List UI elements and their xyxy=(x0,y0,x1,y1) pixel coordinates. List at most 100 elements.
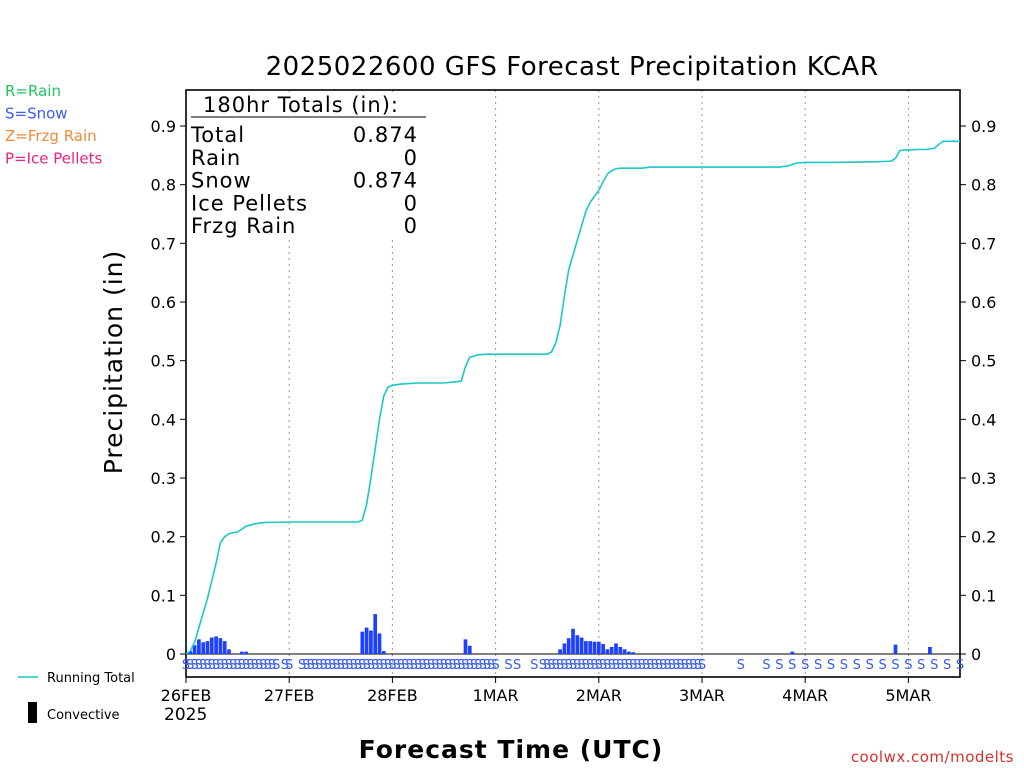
precip-type-code: S xyxy=(203,658,211,673)
x-tick-label: 3MAR xyxy=(679,686,725,705)
convective-bar xyxy=(205,641,210,654)
precip-type-code: S xyxy=(775,658,783,673)
precip-type-code: S xyxy=(302,658,310,673)
precip-type-code: S xyxy=(401,658,409,673)
precip-type-code: S xyxy=(341,658,349,673)
precip-type-code: S xyxy=(182,658,190,673)
y-axis-label: Precipitation (in) xyxy=(99,250,128,475)
y-axis-ticks: 0 00.1 0.10.2 0.20.3 0.30.4 0.40.5 0.50.6 0.60.… xyxy=(151,117,997,664)
y-tick-label-right: 0.6 xyxy=(971,293,996,312)
precip-type-code: S xyxy=(195,658,203,673)
precip-type-code: S xyxy=(762,658,770,673)
totals-heading: 180hr Totals (in): xyxy=(203,93,399,117)
precip-type-code: S xyxy=(681,658,689,673)
precip-type-code: S xyxy=(487,658,495,673)
precip-type-code: S xyxy=(319,658,327,673)
precip-type-code: S xyxy=(440,658,448,673)
precip-type-code: S xyxy=(410,658,418,673)
precip-type-code: S xyxy=(586,658,594,673)
precip-type-code: S xyxy=(453,658,461,673)
precip-type-code: S xyxy=(393,658,401,673)
precip-type-code: S xyxy=(367,658,375,673)
precip-type-code: S xyxy=(448,658,456,673)
precip-type-code: S xyxy=(229,658,237,673)
precip-type-code: S xyxy=(663,658,671,673)
precip-type-code: S xyxy=(689,658,697,673)
precip-type-code: S xyxy=(457,658,465,673)
precip-type-code: S xyxy=(672,658,680,673)
precip-type-code: S xyxy=(685,658,693,673)
precip-type-code: S xyxy=(930,658,938,673)
y-tick-label-left: 0.9 xyxy=(151,117,176,136)
precip-type-code: S xyxy=(221,658,229,673)
y-tick-label-right: 0.8 xyxy=(971,176,996,195)
precip-type-code: S xyxy=(251,658,259,673)
convective-bar xyxy=(596,641,601,654)
precip-type-code: S xyxy=(646,658,654,673)
precip-type-legend-item: R=Rain xyxy=(5,82,61,100)
precip-type-code: S xyxy=(582,658,590,673)
convective-bar xyxy=(201,642,206,654)
precip-type-code: S xyxy=(246,658,254,673)
precip-type-code: S xyxy=(479,658,487,673)
series-legend: Running Total Convective xyxy=(18,671,135,723)
precip-type-code: S xyxy=(238,658,246,673)
y-tick-label-left: 0.8 xyxy=(151,176,176,195)
convective-legend-swatch xyxy=(28,702,37,723)
precip-type-code: S xyxy=(840,658,848,673)
y-tick-label-left: 0.4 xyxy=(151,410,176,429)
precip-type-code: S xyxy=(633,658,641,673)
precip-type-code: S xyxy=(878,658,886,673)
totals-row-label: Snow xyxy=(191,169,252,193)
precip-type-code: S xyxy=(595,658,603,673)
precip-type-code: S xyxy=(371,658,379,673)
precip-type-code: S xyxy=(814,658,822,673)
convective-bar xyxy=(364,627,369,654)
convective-bar xyxy=(377,633,382,654)
convective-bar xyxy=(605,649,610,654)
precip-type-code: S xyxy=(788,658,796,673)
precip-type-code: S xyxy=(272,658,280,673)
precip-type-code: S xyxy=(801,658,809,673)
y-tick-label-right: 0.3 xyxy=(971,469,996,488)
precip-type-code: S xyxy=(190,658,198,673)
precip-type-legend-item: Z=Frzg Rain xyxy=(5,127,97,145)
precip-type-code: S xyxy=(590,658,598,673)
precip-type-code: S xyxy=(608,658,616,673)
totals-row-value: 0 xyxy=(404,146,418,170)
precip-type-code: S xyxy=(943,658,951,673)
convective-bar xyxy=(562,643,567,654)
convective-bar xyxy=(381,651,386,654)
precip-type-code: S xyxy=(642,658,650,673)
plot-frame xyxy=(185,89,961,678)
y-tick-label-right: 0.4 xyxy=(971,410,996,429)
x-tick-label: 28FEB xyxy=(367,686,418,705)
y-tick-label-left: 0.2 xyxy=(151,528,176,547)
convective-bar xyxy=(373,614,378,654)
convective-bar xyxy=(627,651,631,654)
precip-type-code: S xyxy=(569,658,577,673)
x-axis-label: Forecast Time (UTC) xyxy=(359,735,664,764)
y-tick-label-left: 0.5 xyxy=(151,352,176,371)
x-tick-label: 27FEB xyxy=(264,686,315,705)
y-tick-label-left: 0 xyxy=(166,645,176,664)
precip-type-code: S xyxy=(616,658,624,673)
precip-type-code: S xyxy=(625,658,633,673)
precip-type-legend: R=Rain S=Snow Z=Frzg Rain P=Ice Pellets xyxy=(5,82,102,168)
precip-type-code: S xyxy=(577,658,585,673)
precip-type-code: S xyxy=(565,658,573,673)
convective-bar xyxy=(218,638,223,654)
convective-bar xyxy=(928,646,932,654)
precip-type-code: S xyxy=(186,658,194,673)
precip-type-code: S xyxy=(891,658,899,673)
precip-type-code: S xyxy=(281,658,289,673)
precip-type-code: S xyxy=(268,658,276,673)
convective-bar xyxy=(893,644,898,654)
y-tick-label-right: 0.2 xyxy=(971,528,996,547)
precip-type-code: S xyxy=(698,658,706,673)
totals-row-label: Rain xyxy=(191,146,241,170)
convective-bar xyxy=(197,639,201,654)
convective-bar xyxy=(463,639,468,654)
precip-type-code: S xyxy=(483,658,491,673)
totals-row-label: Total xyxy=(190,123,245,147)
